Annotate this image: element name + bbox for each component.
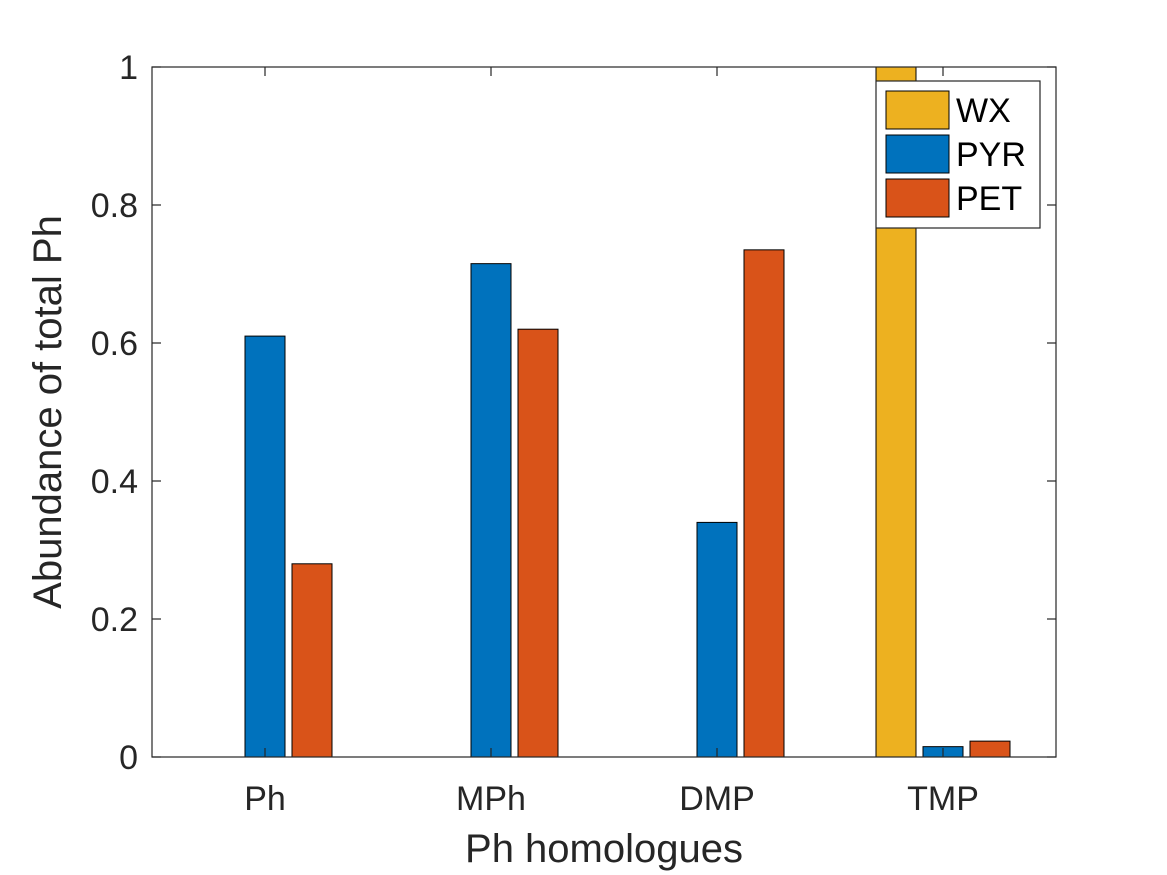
legend-swatch-wx <box>885 90 950 130</box>
y-tick-label: 0.4 <box>91 463 138 501</box>
bar-pyr-dmp <box>696 521 738 758</box>
bar-pyr-mph <box>470 263 512 758</box>
legend-label-pet: PET <box>956 180 1022 218</box>
y-tick-label: 0 <box>119 739 138 777</box>
y-tick-label: 0.6 <box>91 325 138 363</box>
bar-pet-ph <box>291 563 333 758</box>
legend: WX PYR PET <box>875 80 1041 229</box>
bar-pyr-ph <box>244 335 286 758</box>
y-tick-label: 1 <box>119 49 138 87</box>
legend-label-pyr: PYR <box>956 136 1026 174</box>
axes-layer <box>151 66 1057 758</box>
y-tick-label: 0.8 <box>91 187 138 225</box>
bar-pet-tmp <box>969 740 1011 758</box>
axes-box <box>151 66 1057 758</box>
ticks-layer: 0 0.2 0.4 0.6 0.8 1 Ph MPh DMP TMP <box>91 49 1056 818</box>
y-axis-label: Abundance of total Ph <box>26 215 70 609</box>
legend-swatch-pyr <box>885 134 950 174</box>
legend-label-wx: WX <box>956 92 1011 130</box>
x-tick-label: MPh <box>456 780 526 818</box>
x-tick-label: Ph <box>244 780 286 818</box>
y-tick-label: 0.2 <box>91 601 138 639</box>
bar-pet-mph <box>517 328 559 758</box>
x-tick-label: DMP <box>679 780 755 818</box>
legend-swatch-pet <box>885 178 950 218</box>
x-axis-label: Ph homologues <box>465 827 743 871</box>
bar-pet-dmp <box>743 249 785 758</box>
x-tick-label: TMP <box>907 780 979 818</box>
